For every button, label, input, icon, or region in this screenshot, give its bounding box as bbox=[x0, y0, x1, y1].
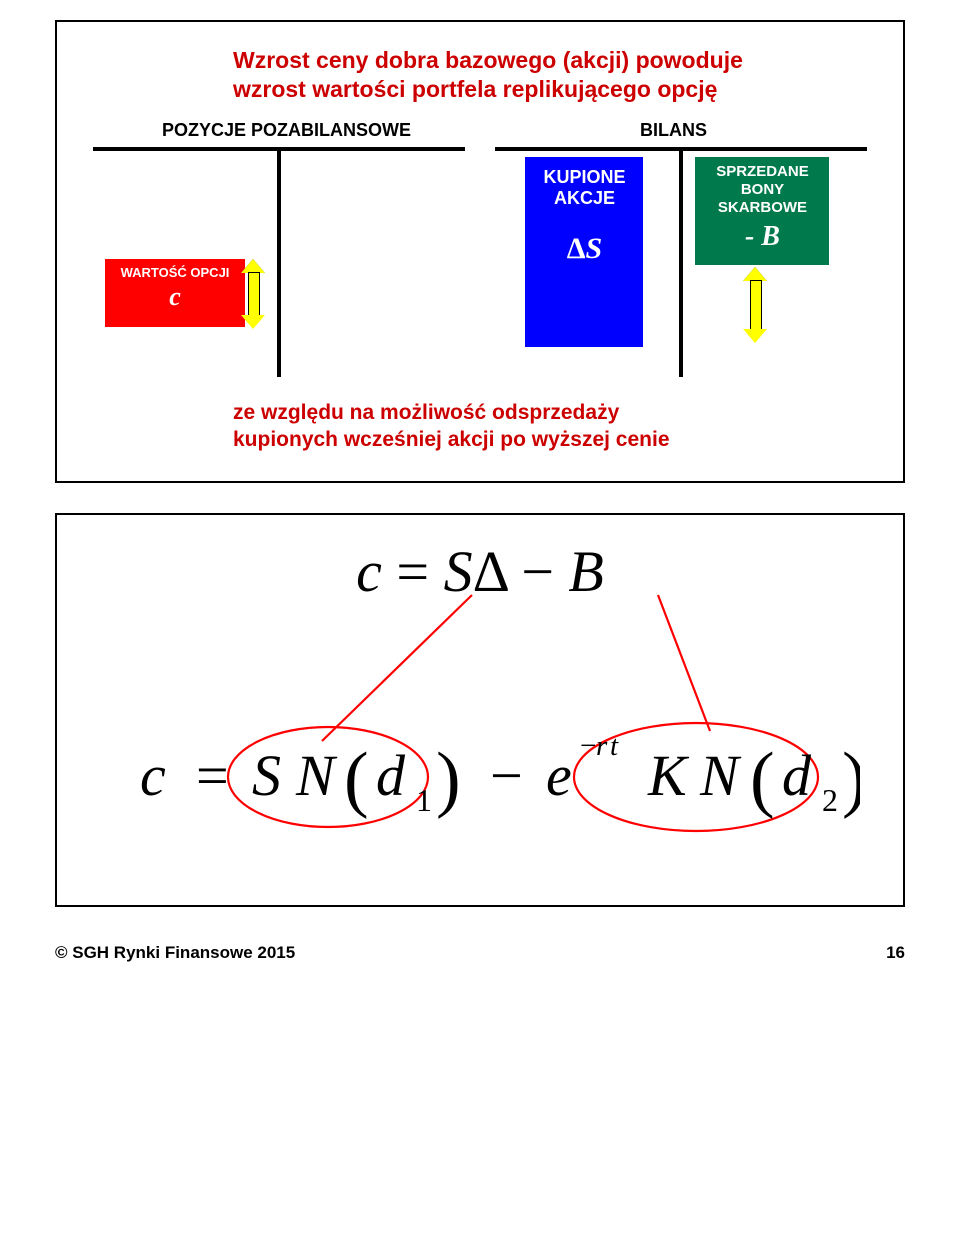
t-vbar bbox=[277, 147, 281, 377]
s-symbol: S bbox=[586, 232, 603, 265]
svg-text:=: = bbox=[196, 743, 229, 808]
blue-symbol: ΔS bbox=[525, 232, 643, 266]
red-box-option-value: WARTOŚĆ OPCJI c bbox=[105, 259, 245, 327]
arrow-body bbox=[248, 272, 260, 318]
svg-text:r: r bbox=[596, 730, 608, 762]
slide-title: Wzrost ceny dobra bazowego (akcji) powod… bbox=[233, 46, 867, 104]
slide-caption: ze względu na możliwość odsprzedaży kupi… bbox=[233, 399, 867, 454]
green-line1: SPRZEDANE bbox=[695, 163, 829, 181]
svg-text:d: d bbox=[376, 743, 406, 808]
svg-text:2: 2 bbox=[822, 783, 838, 818]
svg-text:N: N bbox=[699, 743, 742, 808]
svg-text:t: t bbox=[610, 730, 619, 762]
arrow-body bbox=[750, 280, 762, 332]
footer: © SGH Rynki Finansowe 2015 16 bbox=[0, 943, 960, 969]
green-line2: BONY bbox=[695, 181, 829, 199]
svg-text:(: ( bbox=[750, 738, 775, 820]
svg-text:1: 1 bbox=[416, 783, 432, 818]
footer-left: © SGH Rynki Finansowe 2015 bbox=[55, 943, 295, 963]
caption-line1: ze względu na możliwość odsprzedaży bbox=[233, 401, 619, 424]
svg-text:N: N bbox=[295, 743, 338, 808]
caption-line2: kupionych wcześniej akcji po wyższej cen… bbox=[233, 428, 670, 451]
t-frame-right: KUPIONE AKCJE ΔS SPRZEDANE BONY SKARBOWE… bbox=[495, 147, 867, 377]
blue-line2: AKCJE bbox=[525, 188, 643, 210]
title-line1: Wzrost ceny dobra bazowego (akcji) powod… bbox=[233, 47, 743, 73]
footer-right: 16 bbox=[886, 943, 905, 963]
green-line3: SKARBOWE bbox=[695, 199, 829, 217]
svg-text:S: S bbox=[252, 743, 281, 808]
svg-text:): ) bbox=[842, 738, 860, 820]
svg-text:): ) bbox=[436, 738, 461, 820]
green-symbol: - B bbox=[695, 221, 829, 253]
title-line2: wzrost wartości portfela replikującego o… bbox=[233, 76, 717, 102]
t-vbar bbox=[679, 147, 683, 377]
svg-text:(: ( bbox=[344, 738, 369, 820]
slide-top: Wzrost ceny dobra bazowego (akcji) powod… bbox=[55, 20, 905, 483]
svg-text:c = SΔ − B: c = SΔ − B bbox=[356, 545, 604, 604]
header-left: POZYCJE POZABILANSOWE bbox=[93, 120, 480, 141]
svg-text:−: − bbox=[490, 743, 523, 808]
arrow-head-down bbox=[241, 315, 265, 329]
svg-text:−: − bbox=[580, 730, 596, 762]
svg-text:K: K bbox=[647, 743, 690, 808]
red-box-label: WARTOŚĆ OPCJI bbox=[105, 265, 245, 280]
equation-diagram: c = SΔ − Bc=SN(d1)−e−rtKN(d2) bbox=[93, 545, 867, 865]
blue-box-stocks: KUPIONE AKCJE ΔS bbox=[525, 157, 643, 347]
arrow-head-up bbox=[743, 267, 767, 281]
equation-svg: c = SΔ − Bc=SN(d1)−e−rtKN(d2) bbox=[100, 545, 860, 865]
green-box-bonds: SPRZEDANE BONY SKARBOWE - B bbox=[695, 157, 829, 265]
red-box-symbol: c bbox=[105, 282, 245, 312]
t-frames: WARTOŚĆ OPCJI c KUPIONE AKCJE bbox=[93, 147, 867, 377]
svg-text:c: c bbox=[140, 743, 166, 808]
t-frame-left: WARTOŚĆ OPCJI c bbox=[93, 147, 465, 377]
headers-row: POZYCJE POZABILANSOWE BILANS bbox=[93, 120, 867, 141]
header-right: BILANS bbox=[480, 120, 867, 141]
blue-line1: KUPIONE bbox=[525, 167, 643, 189]
svg-text:e: e bbox=[546, 743, 572, 808]
svg-text:d: d bbox=[782, 743, 812, 808]
arrow-head-up bbox=[241, 259, 265, 273]
arrow-head-down bbox=[743, 329, 767, 343]
page: Wzrost ceny dobra bazowego (akcji) powod… bbox=[0, 20, 960, 969]
delta-symbol: Δ bbox=[567, 232, 586, 265]
slide-bottom: c = SΔ − Bc=SN(d1)−e−rtKN(d2) bbox=[55, 513, 905, 907]
